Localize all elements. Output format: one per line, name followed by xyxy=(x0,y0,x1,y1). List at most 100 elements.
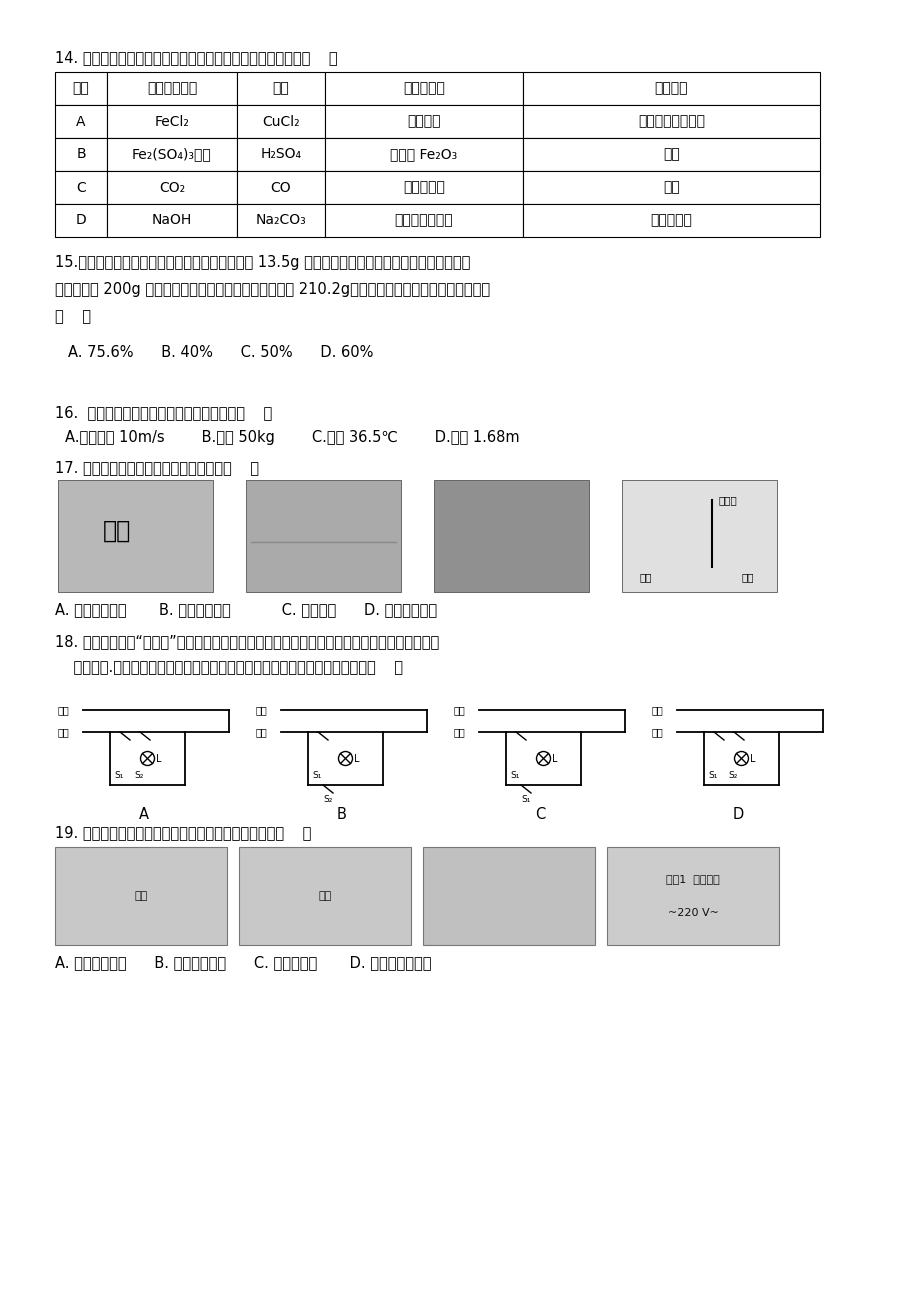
Text: 操作方法: 操作方法 xyxy=(654,82,687,95)
Text: Fe₂(SO₄)₃溶液: Fe₂(SO₄)₃溶液 xyxy=(132,147,211,161)
Text: 18. 楼道中常见的“声光控”照明灯，当声、光强度均达到一定程度时，灯泡会正常发光，否则灯: 18. 楼道中常见的“声光控”照明灯，当声、光强度均达到一定程度时，灯泡会正常发… xyxy=(55,634,438,648)
Text: A. 电流表接电源      B. 电压表接电源      C. 导线接电源       D. 家用电器接电源: A. 电流表接电源 B. 电压表接电源 C. 导线接电源 D. 家用电器接电源 xyxy=(55,954,431,970)
Text: 电源: 电源 xyxy=(318,891,331,901)
Bar xyxy=(237,72,324,105)
Text: 零线: 零线 xyxy=(58,727,70,737)
Text: B: B xyxy=(76,147,85,161)
Text: 零线: 零线 xyxy=(652,727,663,737)
Text: S₁: S₁ xyxy=(708,771,717,780)
Text: L: L xyxy=(750,754,755,763)
Bar xyxy=(324,171,522,204)
Text: 火线: 火线 xyxy=(255,704,267,715)
Text: 待提纯的物质: 待提纯的物质 xyxy=(147,82,197,95)
Text: 足量铁粉: 足量铁粉 xyxy=(407,115,440,129)
Bar xyxy=(237,138,324,171)
Bar xyxy=(522,105,819,138)
Text: 19. 如图关于仳表的正确使用和电路常规连接正确的是（    ）: 19. 如图关于仳表的正确使用和电路常规连接正确的是（ ） xyxy=(55,825,311,840)
Text: A: A xyxy=(76,115,85,129)
Bar xyxy=(522,72,819,105)
Text: D: D xyxy=(75,214,86,228)
Text: CO: CO xyxy=(270,181,291,194)
Bar xyxy=(58,480,213,592)
Text: L: L xyxy=(354,754,359,763)
Text: S₂: S₂ xyxy=(728,771,737,780)
Text: L: L xyxy=(552,754,558,763)
Text: 加适量的稀盐酸: 加适量的稀盐酸 xyxy=(394,214,453,228)
Text: 过滤: 过滤 xyxy=(663,147,679,161)
Text: 火线: 火线 xyxy=(453,704,465,715)
Text: 冰符1  电吹风机


~220 V~: 冰符1 电吹风机 ~220 V~ xyxy=(665,874,719,918)
Bar xyxy=(237,105,324,138)
Text: L: L xyxy=(156,754,162,763)
Text: 零线: 零线 xyxy=(255,727,267,737)
Text: 泡不发光.下面的四幅电路图中，既满足上述条件，又符合安全用电要求的是（    ）: 泡不发光.下面的四幅电路图中，既满足上述条件，又符合安全用电要求的是（ ） xyxy=(55,660,403,674)
Text: H₂SO₄: H₂SO₄ xyxy=(260,147,301,161)
Text: S₁: S₁ xyxy=(521,796,530,805)
Bar xyxy=(324,204,522,237)
Text: 点燃: 点燃 xyxy=(663,181,679,194)
Text: S₁: S₁ xyxy=(510,771,519,780)
Bar xyxy=(522,204,819,237)
Text: S₁: S₁ xyxy=(114,771,123,780)
Text: A: A xyxy=(139,807,149,822)
Bar xyxy=(621,480,777,592)
Text: FeCl₂: FeCl₂ xyxy=(154,115,189,129)
Bar xyxy=(522,138,819,171)
Bar xyxy=(324,72,522,105)
Text: CuCl₂: CuCl₂ xyxy=(262,115,300,129)
Text: 火线: 火线 xyxy=(58,704,70,715)
Text: NaOH: NaOH xyxy=(152,214,192,228)
Text: 14. 实验室中，下列除去杂质所用试剂及操作方法均正确的是（    ）: 14. 实验室中，下列除去杂质所用试剂及操作方法均正确的是（ ） xyxy=(55,49,337,65)
Text: C: C xyxy=(76,181,85,194)
Text: 电源: 电源 xyxy=(134,891,147,901)
Text: CO₂: CO₂ xyxy=(159,181,185,194)
Bar xyxy=(55,72,107,105)
Bar xyxy=(55,171,107,204)
Text: 应）加入到 200g 稀盐酸中，恰好完全反应，过滤得滤液 210.2g，则该铝土矿中铝元素的质量分数为: 应）加入到 200g 稀盐酸中，恰好完全反应，过滤得滤液 210.2g，则该铝土… xyxy=(55,283,490,297)
Text: A. 75.6%      B. 40%      C. 50%      D. 60%: A. 75.6% B. 40% C. 50% D. 60% xyxy=(68,345,373,359)
Text: S₁: S₁ xyxy=(312,771,322,780)
Text: S₂: S₂ xyxy=(323,796,333,805)
Text: 零线: 零线 xyxy=(453,727,465,737)
Text: D: D xyxy=(732,807,743,822)
Text: B: B xyxy=(336,807,346,822)
Text: 火线: 火线 xyxy=(652,704,663,715)
Text: 小鸭: 小鸭 xyxy=(742,572,754,582)
Bar xyxy=(434,480,588,592)
Text: A.步行速度 10m/s        B.质量 50kg        C.体温 36.5℃        D.身高 1.68m: A.步行速度 10m/s B.质量 50kg C.体温 36.5℃ D.身高 1… xyxy=(65,430,519,445)
Text: 选项: 选项 xyxy=(73,82,89,95)
Bar xyxy=(55,848,227,945)
Text: Na₂CO₃: Na₂CO₃ xyxy=(255,214,306,228)
Text: C: C xyxy=(534,807,545,822)
Bar xyxy=(423,848,595,945)
Bar xyxy=(607,848,778,945)
Bar xyxy=(107,171,237,204)
Text: 过量的氧气: 过量的氧气 xyxy=(403,181,445,194)
Bar xyxy=(245,480,401,592)
Text: 小猫: 小猫 xyxy=(640,572,652,582)
Bar xyxy=(239,848,411,945)
Bar xyxy=(324,105,522,138)
Bar xyxy=(237,171,324,204)
Bar xyxy=(107,72,237,105)
Bar xyxy=(55,204,107,237)
Bar xyxy=(107,105,237,138)
Bar xyxy=(522,171,819,204)
Bar xyxy=(55,138,107,171)
Text: 足量的 Fe₂O₃: 足量的 Fe₂O₃ xyxy=(390,147,457,161)
Text: 蝃发、结晶: 蝃发、结晶 xyxy=(650,214,692,228)
Text: 17. 下列游戏中，利用光的反射现象的是（    ）: 17. 下列游戏中，利用光的反射现象的是（ ） xyxy=(55,460,259,475)
Text: S₂: S₂ xyxy=(134,771,143,780)
Text: 过滤、蕃发、结晶: 过滤、蕃发、结晶 xyxy=(637,115,704,129)
Bar xyxy=(237,204,324,237)
Text: 16.  某中学生的信息档案中，错误的信息是（    ）: 16. 某中学生的信息档案中，错误的信息是（ ） xyxy=(55,405,272,421)
Text: A. 放大镜的游戏       B. 小猫叉鱼游戏           C. 手影游戏      D. 隔墙看猫游戏: A. 放大镜的游戏 B. 小猫叉鱼游戏 C. 手影游戏 D. 隔墙看猫游戏 xyxy=(55,602,437,617)
Text: 物理: 物理 xyxy=(103,518,130,543)
Text: 15.实验室测定某铝土矿中铝元素的质量分数，取 13.5g 含杂质的铝土矿（杂质不溶于水也不与酸反: 15.实验室测定某铝土矿中铝元素的质量分数，取 13.5g 含杂质的铝土矿（杂质… xyxy=(55,255,470,270)
Bar xyxy=(107,204,237,237)
Text: 选用的试剂: 选用的试剂 xyxy=(403,82,445,95)
Bar xyxy=(107,138,237,171)
Text: 杂质: 杂质 xyxy=(272,82,289,95)
Text: 平面镜: 平面镜 xyxy=(717,495,736,505)
Bar xyxy=(55,105,107,138)
